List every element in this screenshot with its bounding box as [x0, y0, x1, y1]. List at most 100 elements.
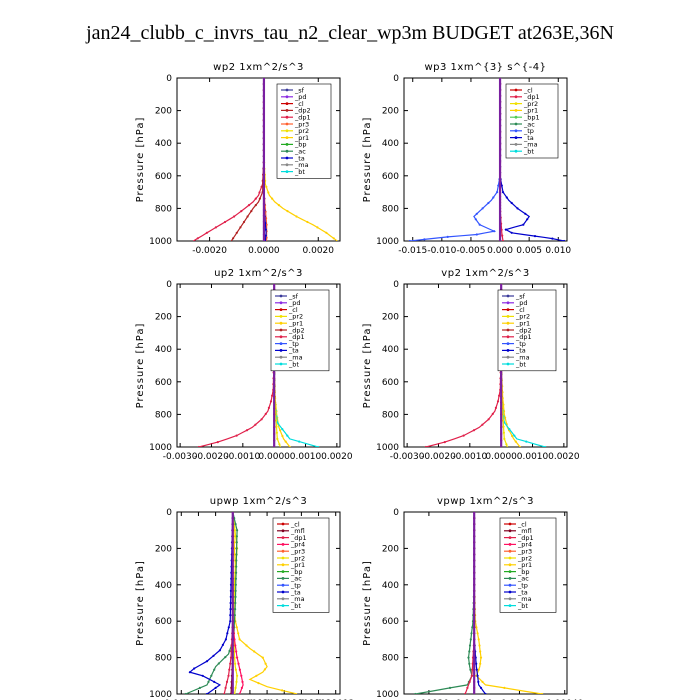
series-marker	[240, 210, 243, 213]
series-marker	[246, 215, 249, 218]
series-marker	[468, 662, 471, 665]
series-marker	[235, 559, 238, 562]
series-marker	[216, 441, 219, 444]
series-marker	[224, 686, 227, 690]
legend-marker	[514, 88, 518, 92]
y-tick-label: 200	[382, 313, 399, 323]
series-marker	[525, 440, 528, 443]
series-marker	[496, 191, 499, 194]
y-tick-label: 1000	[149, 690, 172, 700]
series-marker	[271, 394, 274, 397]
series-marker	[516, 207, 519, 210]
series-marker	[469, 668, 472, 671]
series-marker	[472, 429, 476, 432]
x-tick-label: 0.0020	[321, 452, 353, 462]
series-marker	[234, 686, 237, 690]
series-marker	[494, 406, 497, 409]
legend-marker	[506, 349, 510, 352]
series-marker	[471, 668, 474, 671]
legend-label: _pr1	[523, 107, 538, 115]
series-marker	[233, 656, 236, 659]
legend-label: _dp1	[290, 534, 307, 542]
legend-marker	[508, 604, 512, 607]
legend-label: _pr1	[294, 134, 309, 142]
series-marker	[497, 184, 500, 187]
series-marker	[258, 191, 261, 194]
legend-marker	[514, 122, 518, 126]
series-marker	[240, 686, 243, 690]
chart-panel-6: vpwp 1xm^2/s^3 Pressure [hPa] 0 200 400 600 80…	[362, 496, 584, 700]
y-tick-label: 200	[155, 544, 172, 554]
legend-marker	[279, 301, 283, 305]
series-marker	[479, 650, 482, 653]
x-tick-label: -0.005	[456, 246, 485, 256]
series-marker	[476, 674, 479, 677]
series-marker	[295, 215, 298, 218]
x-tick-label: 0.0000	[258, 452, 290, 462]
series-marker	[476, 632, 479, 635]
series-marker	[225, 680, 229, 684]
y-tick-label: 1000	[376, 237, 399, 247]
legend-marker	[514, 149, 518, 153]
legend-label: _tp	[288, 340, 299, 348]
series-marker	[196, 237, 199, 240]
series-marker	[245, 644, 248, 647]
series-group	[192, 78, 338, 241]
series-marker	[484, 692, 487, 694]
y-tick-label: 600	[382, 617, 399, 627]
legend-marker	[281, 583, 285, 587]
y-tick-label: 0	[166, 74, 172, 84]
series-marker	[563, 239, 566, 241]
plot-frame	[176, 283, 341, 448]
x-tick-label: 0.0010	[290, 452, 322, 462]
series-marker	[207, 680, 210, 684]
series-marker	[234, 583, 237, 586]
chart-panel-3: up2 1xm^2/s^3 Pressure [hPa] 0 200 400 600 800…	[135, 268, 353, 462]
y-tick-label: 800	[155, 410, 172, 420]
legend-marker	[506, 301, 510, 305]
series-marker	[501, 239, 505, 241]
legend-marker	[508, 583, 512, 587]
legend-label: _pr2	[290, 554, 305, 562]
legend-marker	[514, 143, 518, 146]
series-marker	[214, 226, 217, 229]
series-marker	[242, 220, 246, 224]
series-marker	[479, 686, 483, 690]
x-tick-label: -0.0010	[225, 452, 260, 462]
legend-label: _bp	[290, 568, 303, 576]
legend-label: _ta	[294, 154, 305, 162]
series-marker	[281, 434, 284, 438]
y-tick-label: 800	[155, 204, 172, 214]
series-marker	[317, 445, 320, 447]
series-marker	[234, 589, 237, 593]
legend-marker	[506, 308, 510, 311]
chart-title: vp2 1xm^2/s^3	[441, 268, 529, 279]
x-tick-label: 0.0020	[303, 246, 335, 256]
legend-label: _mfl	[290, 527, 305, 535]
legend-label: _pr2	[517, 554, 532, 562]
series-marker	[258, 197, 261, 200]
series-marker	[193, 667, 196, 670]
series-marker	[229, 583, 233, 586]
series-marker	[505, 443, 508, 446]
series-marker	[522, 223, 525, 226]
legend-label: _ac	[517, 575, 529, 583]
series-marker	[514, 440, 517, 443]
series-marker	[502, 419, 505, 422]
legend-label: _mfl	[517, 527, 532, 535]
x-tick-label: 0.0000	[248, 246, 280, 256]
y-tick-label: 0	[393, 508, 399, 518]
series-marker	[508, 428, 511, 431]
series-marker	[235, 680, 238, 684]
legend-label: _ma	[288, 354, 303, 362]
series-marker	[229, 656, 233, 659]
series-marker	[462, 434, 465, 437]
legend-marker	[279, 335, 283, 339]
legend-marker	[508, 570, 512, 573]
legend-label: _tp	[515, 340, 526, 348]
series-marker	[234, 595, 237, 599]
series-line-tp	[409, 78, 501, 241]
legend-label: _sf	[515, 292, 526, 300]
series-marker	[500, 184, 503, 187]
series-marker	[496, 400, 500, 403]
